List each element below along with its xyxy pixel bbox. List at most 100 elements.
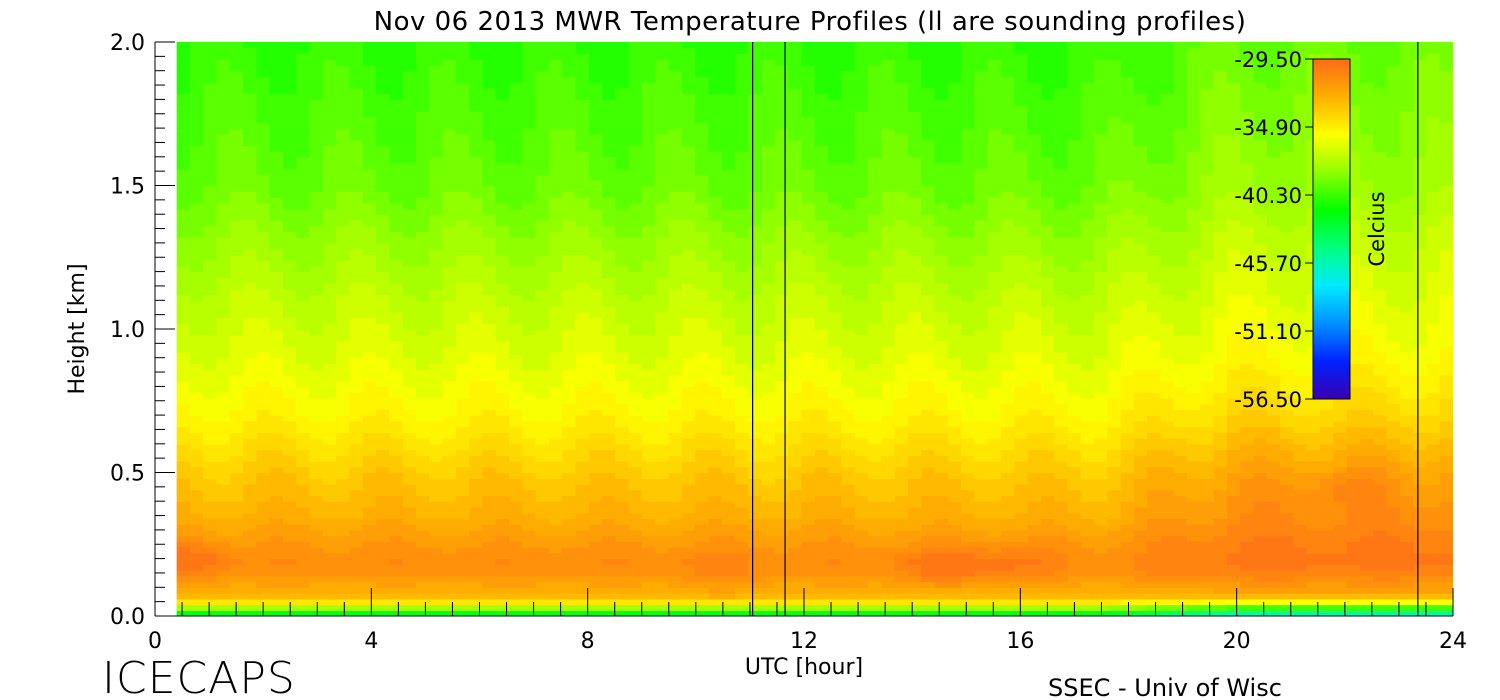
heatmap-cell: [455, 593, 470, 600]
heatmap-cell: [442, 403, 457, 410]
heatmap-cell: [628, 265, 643, 273]
heatmap-cell: [482, 202, 497, 210]
heatmap-cell: [681, 59, 696, 66]
heatmap-cell: [469, 501, 484, 508]
heatmap-cell: [628, 357, 643, 365]
heatmap-cell: [828, 346, 843, 353]
heatmap-cell: [708, 151, 723, 158]
heatmap-cell: [189, 237, 204, 244]
heatmap-cell: [761, 483, 776, 491]
heatmap-cell: [176, 495, 191, 502]
heatmap-cell: [402, 265, 417, 273]
heatmap-cell: [681, 392, 696, 399]
heatmap-cell: [588, 225, 603, 233]
heatmap-cell: [641, 329, 656, 336]
heatmap-cell: [655, 438, 670, 445]
heatmap-cell: [641, 242, 656, 250]
heatmap-cell: [695, 340, 710, 347]
heatmap-cell: [189, 535, 204, 542]
heatmap-cell: [721, 547, 736, 554]
heatmap-cell: [442, 570, 457, 577]
heatmap-cell: [269, 191, 284, 198]
heatmap-cell: [522, 334, 537, 342]
heatmap-cell: [748, 489, 763, 497]
heatmap-cell: [495, 225, 510, 233]
heatmap-cell: [322, 346, 337, 353]
heatmap-cell: [602, 156, 616, 164]
heatmap-cell: [442, 518, 457, 525]
heatmap-cell: [415, 162, 430, 169]
heatmap-cell: [708, 483, 723, 491]
heatmap-cell: [522, 59, 537, 66]
heatmap-cell: [189, 420, 204, 428]
heatmap-cell: [283, 529, 297, 537]
heatmap-cell: [336, 311, 351, 319]
heatmap-cell: [748, 541, 763, 548]
heatmap-cell: [774, 191, 789, 198]
heatmap-cell: [455, 329, 470, 336]
heatmap-cell: [628, 311, 643, 319]
heatmap-cell: [748, 162, 763, 169]
heatmap-cell: [322, 133, 337, 141]
heatmap-cell: [695, 443, 710, 451]
heatmap-cell: [309, 351, 324, 359]
heatmap-cell: [588, 443, 603, 451]
heatmap-cell: [615, 449, 630, 456]
heatmap-cell: [402, 449, 417, 456]
heatmap-cell: [535, 254, 550, 261]
heatmap-cell: [256, 128, 271, 135]
heatmap-cell: [548, 535, 563, 542]
heatmap-cell: [269, 265, 284, 273]
heatmap-cell: [509, 231, 523, 238]
heatmap-cell: [243, 512, 258, 520]
heatmap-cell: [415, 254, 430, 261]
heatmap-cell: [336, 443, 351, 451]
heatmap-cell: [415, 306, 430, 313]
heatmap-cell: [429, 196, 444, 204]
heatmap-cell: [562, 231, 577, 238]
heatmap-cell: [495, 311, 510, 319]
heatmap-cell: [309, 547, 324, 554]
heatmap-cell: [522, 99, 537, 106]
heatmap-cell: [469, 506, 484, 514]
heatmap-cell: [748, 231, 763, 238]
heatmap-cell: [176, 70, 191, 78]
heatmap-cell: [309, 501, 324, 508]
heatmap-cell: [814, 82, 829, 89]
heatmap-cell: [176, 518, 191, 525]
heatmap-cell: [641, 128, 656, 135]
heatmap-cell: [548, 547, 563, 554]
heatmap-cell: [203, 42, 218, 49]
heatmap-cell: [602, 105, 616, 112]
heatmap-cell: [336, 449, 351, 456]
heatmap-cell: [495, 300, 510, 307]
heatmap-cell: [389, 306, 404, 313]
heatmap-cell: [548, 242, 563, 250]
heatmap-cell: [243, 82, 258, 89]
heatmap-cell: [482, 403, 497, 410]
heatmap-cell: [575, 254, 590, 261]
heatmap-cell: [203, 558, 218, 565]
heatmap-cell: [402, 311, 417, 319]
heatmap-cell: [655, 191, 670, 198]
heatmap-cell: [216, 242, 231, 250]
heatmap-cell: [761, 214, 776, 221]
heatmap-cell: [495, 397, 510, 405]
heatmap-cell: [575, 426, 590, 433]
heatmap-cell: [402, 300, 417, 307]
heatmap-cell: [203, 392, 218, 399]
heatmap-cell: [322, 110, 337, 118]
heatmap-cell: [283, 59, 297, 66]
heatmap-cell: [602, 231, 616, 238]
heatmap-cell: [176, 506, 191, 514]
heatmap-cell: [442, 426, 457, 433]
heatmap-cell: [774, 420, 789, 428]
heatmap-cell: [695, 196, 710, 204]
heatmap-cell: [761, 64, 776, 72]
heatmap-cell: [774, 512, 789, 520]
heatmap-cell: [668, 288, 683, 296]
heatmap-cell: [602, 598, 616, 606]
heatmap-cell: [735, 397, 749, 405]
heatmap-cell: [575, 248, 590, 255]
heatmap-cell: [522, 346, 537, 353]
